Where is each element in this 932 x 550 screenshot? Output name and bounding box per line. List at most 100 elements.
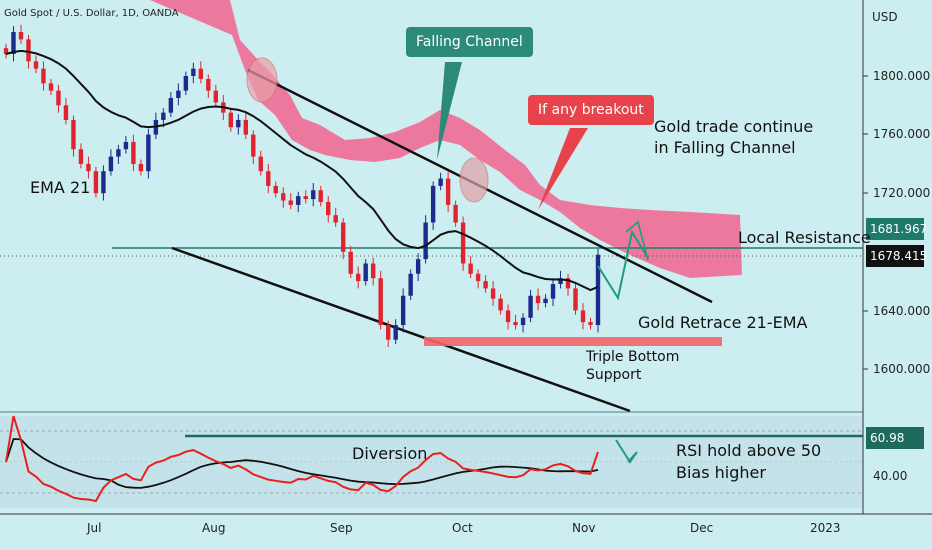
candle-body [333,215,338,223]
candle-body [580,310,586,323]
candle-body [378,278,383,326]
time-label-sep: Sep [330,521,353,535]
rsi-ma-line [5,438,599,489]
candle-body [550,284,556,299]
time-label-nov: Nov [572,521,596,535]
candle-body [161,112,166,120]
retrace-label: Gold Retrace 21-EMA [638,313,808,332]
triple-bottom-label-1: Triple Bottom [586,349,680,365]
candle-body [400,295,406,326]
candle-body [183,76,189,91]
candle-body [438,178,443,186]
candle-body [460,222,466,264]
candle-body [573,288,578,311]
candle-body [348,251,353,274]
candle-body [108,156,114,172]
candle-body [176,90,181,98]
candle-body [303,196,308,200]
candle-body [41,68,46,84]
candle-body [453,204,458,223]
candle-body [281,193,286,201]
candle-body [101,171,106,194]
chart-title: Gold Spot / U.S. Dollar, 1D, OANDA [4,8,179,19]
candle-body [228,112,234,128]
candle-body [423,222,428,260]
candle-body [18,32,24,40]
trade-note-line-2: in Falling Channel [654,138,796,157]
candle-body [535,295,541,304]
candle-body [513,322,518,326]
ema-label: EMA 21 [30,178,91,197]
candle-body [475,273,481,282]
candle-body [385,325,391,340]
candle-body [415,259,421,274]
candle-body [266,171,271,186]
candle-body [505,310,511,323]
candle-body [3,48,9,55]
time-label-2023: 2023 [810,521,841,535]
candle-body [528,295,533,318]
price-tick-1720: 1720.000 [873,186,931,200]
candle-body [363,263,368,282]
candle-body [483,281,488,289]
candle-body [408,273,413,296]
candle-body [558,278,563,285]
candle-body [251,134,256,157]
candle-body [565,278,571,289]
candle-body [138,163,144,172]
candle-body [370,263,376,279]
time-label-jul: Jul [87,521,102,535]
time-label-aug: Aug [202,521,226,535]
candle-body [93,171,99,194]
candle-body [468,263,473,274]
channel-lower-line [171,246,631,413]
price-tick-1800: 1800.000 [873,69,931,83]
candle-body [326,201,331,216]
price-axis [863,75,868,370]
rsi-line [5,415,599,503]
candle-body [213,90,219,103]
ichimoku-cloud [150,0,742,278]
candle-body [258,156,263,172]
ema-21-line [5,49,599,292]
candle-body [146,134,151,172]
time-label-dec: Dec [690,521,714,535]
price-tick-1760: 1760.000 [873,127,931,141]
candle-body [48,83,54,91]
candle-body [131,141,136,164]
candle-body [206,78,211,91]
candle-body [71,119,76,150]
top-highlight-1 [246,57,278,103]
rsi-value-tag: 60.98 [866,427,924,449]
candle-body [595,254,601,326]
breakout-pointer [538,128,588,210]
candle-body [520,317,526,326]
time-label-oct: Oct [452,521,473,535]
rsi-projection-arrow [615,439,638,464]
candle-body [56,90,61,106]
current-price-tag: 1678.415 [866,245,927,267]
triple-bottom-zone [424,337,722,346]
rsi-note-line-2: Bias higher [676,463,766,482]
candle-body [243,119,248,135]
candle-body [296,196,301,205]
candle-body [543,298,548,304]
candle-body [116,149,121,157]
candle-body [490,288,496,299]
price-tick-1600: 1600.000 [873,362,931,376]
candle-body [11,32,16,55]
falling-channel-callout[interactable]: Falling Channel [406,27,533,57]
candle-body [393,325,398,340]
breakout-callout[interactable]: If any breakout [528,95,654,125]
candle-body [33,61,39,69]
rsi-tick-40: 40.00 [873,469,908,483]
price-tick-1640: 1640.000 [873,304,931,318]
rsi-note-line-1: RSI hold above 50 [676,441,822,460]
candle-body [588,322,593,326]
projection-path-1 [597,229,649,301]
candle-body [236,119,241,128]
candle-body [123,141,129,150]
falling-channel-pointer [437,62,462,160]
local-resistance-label: Local Resistance [738,228,871,247]
